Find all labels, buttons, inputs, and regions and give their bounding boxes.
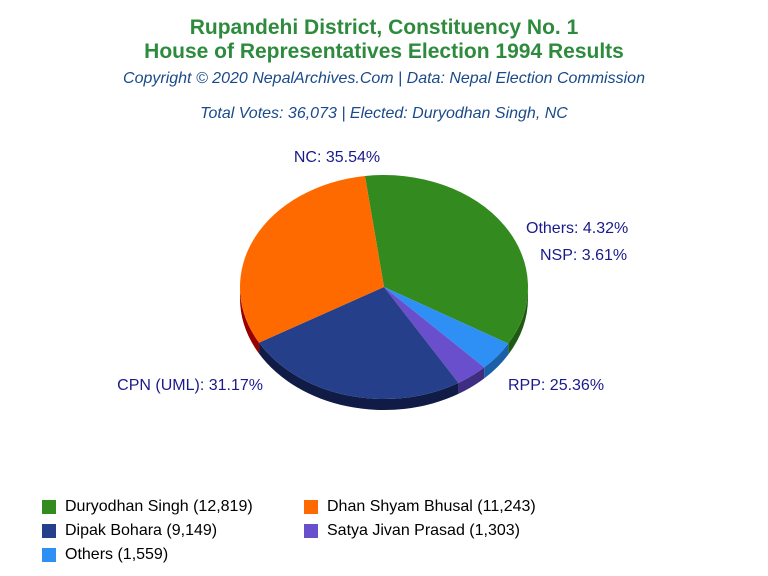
pie-side-4 (240, 287, 260, 354)
chart-credit: Copyright © 2020 NepalArchives.Com | Dat… (123, 70, 645, 87)
slice-label-1: Others: 4.32% (526, 220, 628, 237)
legend-item-2: Dipak Bohara (9,149) (42, 522, 217, 540)
slice-label-0: NC: 35.54% (294, 149, 380, 166)
legend-label-1: Dhan Shyam Bhusal (11,243) (327, 498, 536, 515)
chart-title-line2: House of Representatives Election 1994 R… (144, 40, 624, 63)
legend-item-4: Others (1,559) (42, 546, 168, 564)
legend-item-0: Duryodhan Singh (12,819) (42, 498, 253, 516)
slice-label-2: NSP: 3.61% (540, 247, 627, 264)
pie-slice-others (384, 287, 509, 368)
pie-side-2 (458, 367, 485, 394)
legend-label-3: Satya Jivan Prasad (1,303) (327, 522, 520, 539)
legend-label-2: Dipak Bohara (9,149) (65, 522, 218, 539)
chart-summary: Total Votes: 36,073 | Elected: Duryodhan… (200, 105, 568, 122)
slice-label-3: RPP: 25.36% (508, 377, 604, 394)
pie-side-1 (484, 343, 509, 379)
legend-swatch-1 (304, 500, 318, 514)
pie-slice-nc (364, 175, 528, 344)
slice-label-4: CPN (UML): 31.17% (117, 377, 263, 394)
legend-swatch-2 (42, 524, 56, 538)
legend-item-1: Dhan Shyam Bhusal (11,243) (304, 498, 536, 516)
legend-item-3: Satya Jivan Prasad (1,303) (304, 522, 520, 540)
legend-label-0: Duryodhan Singh (12,819) (65, 498, 253, 515)
chart-title-line1: Rupandehi District, Constituency No. 1 (189, 16, 579, 39)
legend-swatch-4 (42, 548, 56, 562)
pie-side-0 (508, 287, 528, 355)
pie-slice-cpn-uml- (240, 175, 384, 343)
pie-side-3 (259, 342, 459, 411)
pie-slice-rpp (259, 287, 459, 399)
legend-swatch-3 (304, 524, 318, 538)
legend-label-4: Others (1,559) (65, 546, 169, 563)
legend-swatch-0 (42, 500, 56, 514)
pie-slice-nsp (384, 287, 485, 383)
